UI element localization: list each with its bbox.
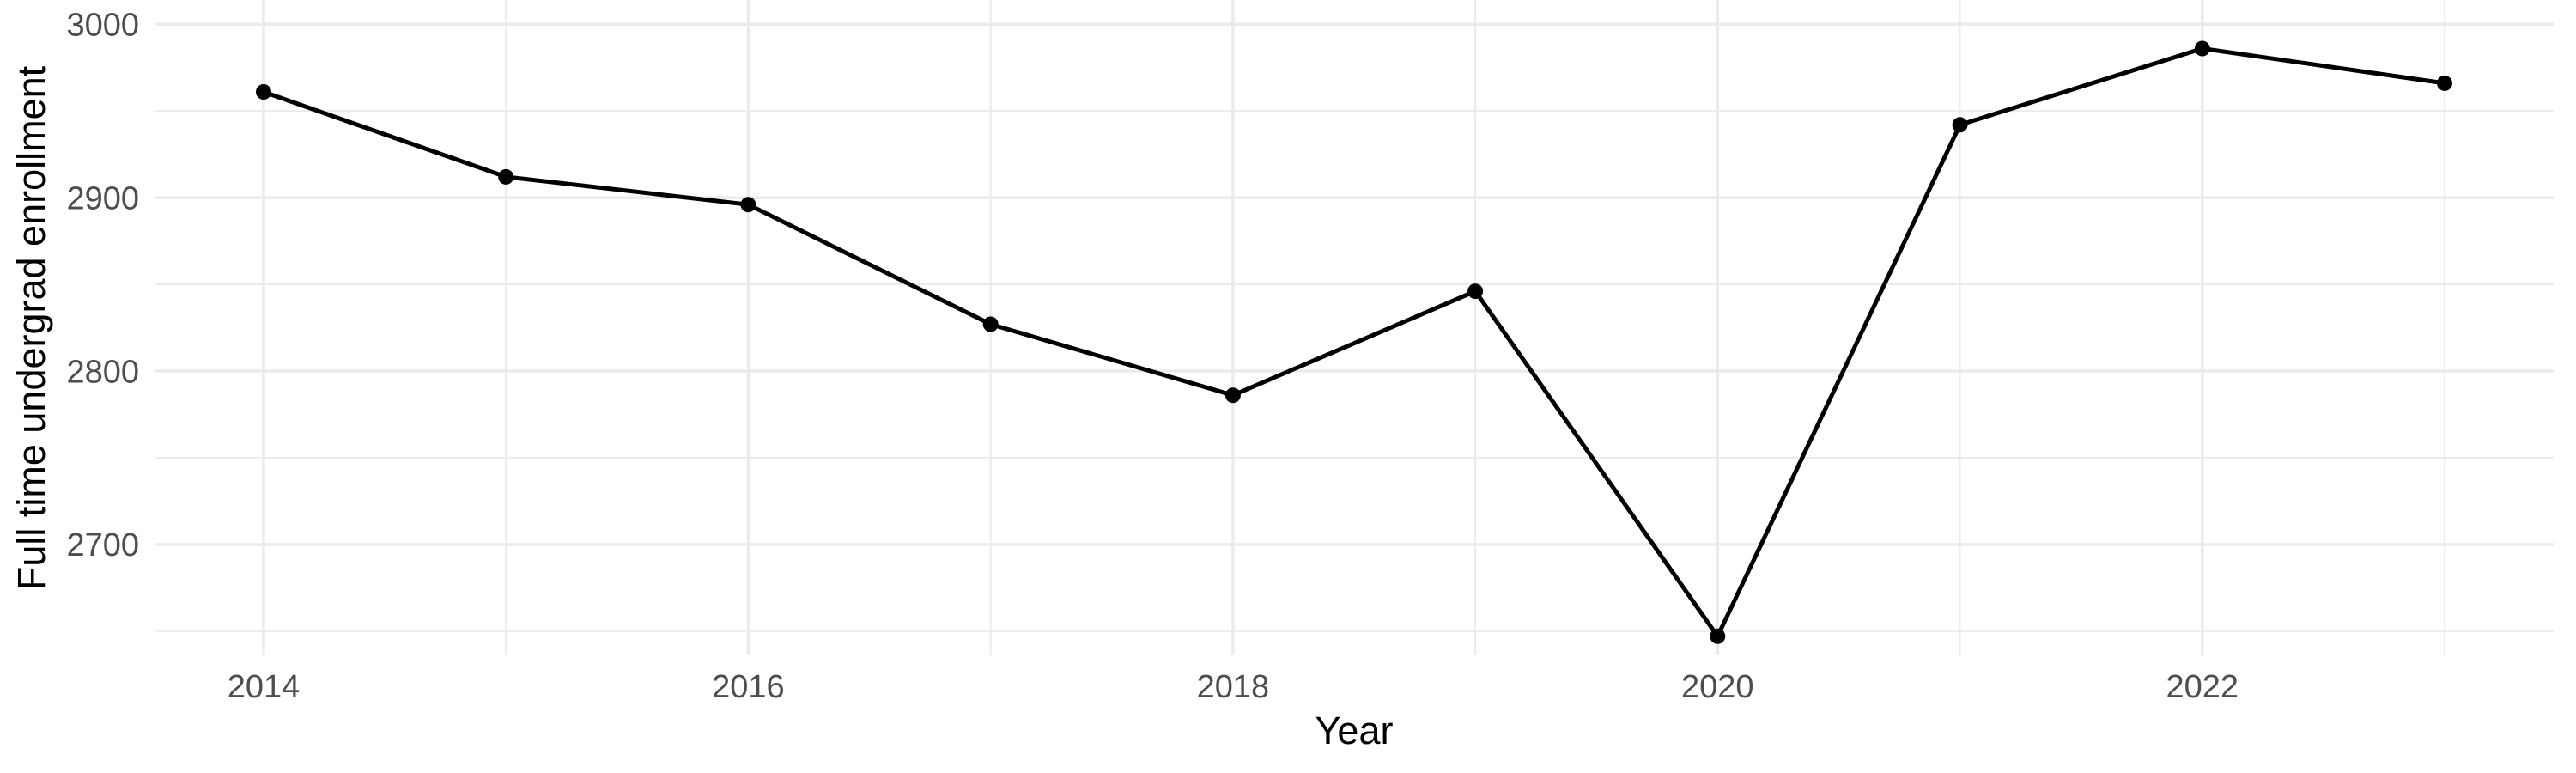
y-tick-label-2900: 2900 xyxy=(66,180,139,216)
data-point-2017 xyxy=(982,316,999,332)
x-tick-label-2018: 2018 xyxy=(1197,669,1270,705)
data-point-2016 xyxy=(740,197,756,213)
x-axis-title: Year xyxy=(1315,709,1394,752)
data-point-2018 xyxy=(1224,387,1241,404)
data-point-2014 xyxy=(256,84,271,100)
gridlines-major xyxy=(155,0,2554,655)
enrollment-series-line xyxy=(261,46,2447,639)
data-point-2015 xyxy=(498,168,514,185)
x-axis-tick-labels: 2014 2016 2018 2020 2022 xyxy=(228,669,2239,705)
data-point-2020 xyxy=(1710,628,1726,644)
y-axis-tick-labels: 2700 2800 2900 3000 xyxy=(66,8,139,564)
y-tick-label-3000: 3000 xyxy=(66,8,139,44)
y-axis-title: Full time undergrad enrollment xyxy=(9,65,53,590)
x-tick-label-2014: 2014 xyxy=(228,669,301,705)
data-point-2019 xyxy=(1467,283,1484,300)
y-tick-label-2800: 2800 xyxy=(66,354,139,390)
enrollment-data-points xyxy=(256,40,2452,644)
x-tick-label-2020: 2020 xyxy=(1681,669,1754,705)
data-point-2021 xyxy=(1952,117,1968,133)
data-point-2022 xyxy=(2194,40,2210,57)
data-point-2023 xyxy=(2437,75,2452,91)
x-tick-label-2022: 2022 xyxy=(2166,669,2239,705)
x-tick-label-2016: 2016 xyxy=(712,669,785,705)
y-tick-label-2700: 2700 xyxy=(66,527,139,563)
